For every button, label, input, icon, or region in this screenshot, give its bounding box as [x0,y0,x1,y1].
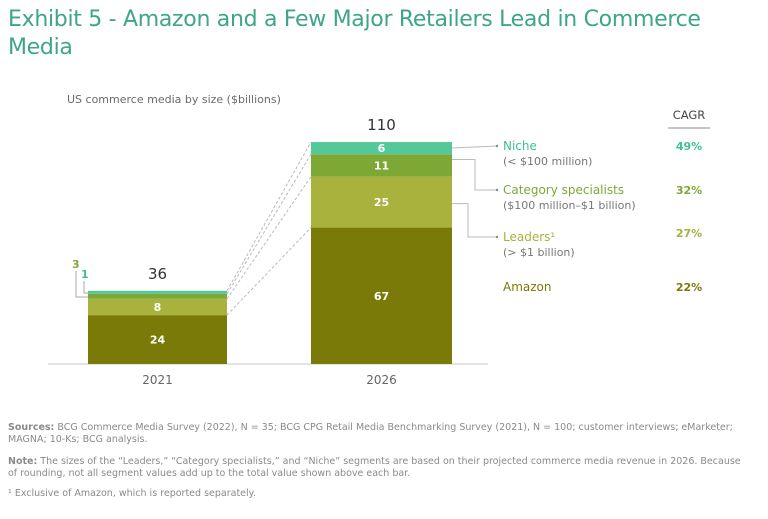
legend-sublabel: (< $100 million) [503,155,592,168]
leader-line [75,271,88,298]
connector-line [226,176,312,300]
cagr-value: 49% [676,140,702,153]
note-label: Note: [8,456,38,467]
data-label: 8 [154,301,162,314]
cagr-value: 22% [676,281,702,294]
bar-segment-2026-leaders [311,176,452,228]
note-text: The sizes of the “Leaders,” “Category sp… [8,456,741,479]
x-tick-label: 2021 [142,373,173,387]
data-label: 6 [378,142,386,155]
total-label: 36 [148,265,167,283]
connector-line [226,141,312,292]
bar-segment-2026-amazon [311,227,452,364]
x-tick-label: 2026 [366,373,397,387]
sources-text: BCG Commerce Media Survey (2022), N = 35… [8,422,733,445]
chart-title: Exhibit 5 - Amazon and a Few Major Retai… [8,7,701,60]
legend-connector [452,203,497,238]
legend-label: Category specialists [503,183,624,197]
bar-segment-2026-niche [311,142,452,155]
legend-label: Niche [503,139,537,153]
bar-segment-2026-categoryspecialists [311,154,452,177]
data-label: 3 [72,258,80,271]
legend-connector [452,158,497,191]
bar-segment-2021-categoryspecialists [88,293,227,299]
total-label: 110 [367,116,396,134]
legend-dot [495,188,499,192]
connector-line [226,227,312,316]
legend-label: Leaders¹ [503,230,555,244]
bar-segment-2021-amazon [88,315,227,364]
cagr-value: 32% [676,184,702,197]
sources-note: Sources: BCG Commerce Media Survey (2022… [8,422,748,446]
bar-segment-2021-niche [88,290,227,294]
data-label: 11 [374,159,389,172]
data-label: 1 [81,268,89,281]
legend-dot [495,144,499,148]
legend-label: Amazon [503,280,552,294]
legend-sublabel: (> $1 billion) [503,246,575,259]
note: Note: The sizes of the “Leaders,” “Categ… [8,456,748,480]
data-label: 67 [374,290,389,303]
data-label: 24 [150,334,166,347]
connector-line [226,153,312,295]
cagr-value: 27% [676,227,702,240]
leader-line [83,281,88,294]
sources-label: Sources: [8,422,55,433]
legend-dot [495,235,499,239]
cagr-header: CAGR [673,108,706,122]
stacked-bar-chart: 24 8 36 2021 67 25 11 6 110 2026 31 Niche (< $100 mi… [48,108,710,387]
chart-subtitle: US commerce media by size ($billions) [67,93,281,106]
bar-segment-2021-leaders [88,298,227,316]
data-label: 25 [374,196,389,209]
legend-connector [451,145,498,149]
legend-sublabel: ($100 million–$1 billion) [503,199,636,212]
footnote-1: ¹ Exclusive of Amazon, which is reported… [8,488,256,499]
